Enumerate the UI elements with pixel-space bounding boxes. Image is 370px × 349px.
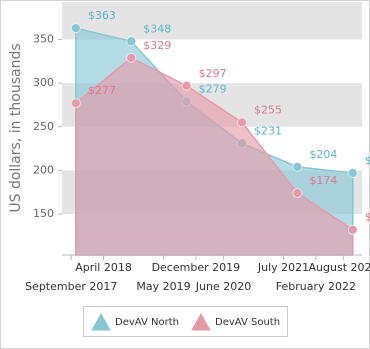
y-tick-label: 150 — [33, 207, 54, 220]
point — [70, 23, 81, 34]
value-label: $297 — [199, 67, 227, 80]
legend: DevAV North DevAV South — [83, 306, 288, 337]
x-tick-label: June 2020 — [195, 280, 251, 293]
point — [70, 98, 81, 109]
y-tick-label: 350 — [33, 33, 54, 46]
x-tick-label: August 2022 — [309, 261, 370, 274]
point — [126, 36, 137, 47]
point — [181, 80, 192, 91]
legend-label: DevAV South — [215, 317, 280, 328]
value-label: $279 — [199, 82, 227, 95]
value-label: $204 — [309, 148, 337, 161]
legend-box — [83, 306, 288, 337]
value-label: $231 — [254, 124, 282, 137]
point — [237, 117, 247, 128]
x-tick-label: April 2018 — [75, 261, 132, 274]
point — [292, 188, 303, 199]
value-label: $132 — [365, 211, 370, 224]
x-tick-label: May 2019 — [136, 280, 190, 293]
x-tick-label: February 2022 — [276, 280, 356, 293]
legend-marker — [191, 312, 211, 331]
x-tick-label: December 2019 — [152, 261, 241, 274]
y-tick-label: 200 — [33, 163, 54, 176]
point — [292, 161, 303, 172]
y-tick-label: 300 — [33, 76, 54, 89]
value-label: $174 — [309, 174, 337, 187]
point — [347, 224, 358, 235]
y-axis-title: US dollars, in thousands — [8, 43, 24, 212]
value-label: $197 — [365, 154, 370, 167]
stripe — [62, 2, 362, 40]
y-tick-label: 250 — [33, 120, 54, 133]
x-tick-label: September 2017 — [25, 280, 117, 293]
point — [126, 52, 137, 63]
value-label: $363 — [88, 9, 116, 22]
legend-marker — [91, 312, 111, 331]
value-label: $329 — [143, 39, 171, 52]
value-label: $255 — [254, 103, 282, 116]
value-label: $348 — [143, 22, 171, 35]
point — [347, 167, 358, 178]
legend-label: DevAV North — [115, 317, 179, 328]
x-tick-label: July 2021 — [257, 261, 309, 274]
value-label: $277 — [88, 84, 116, 97]
